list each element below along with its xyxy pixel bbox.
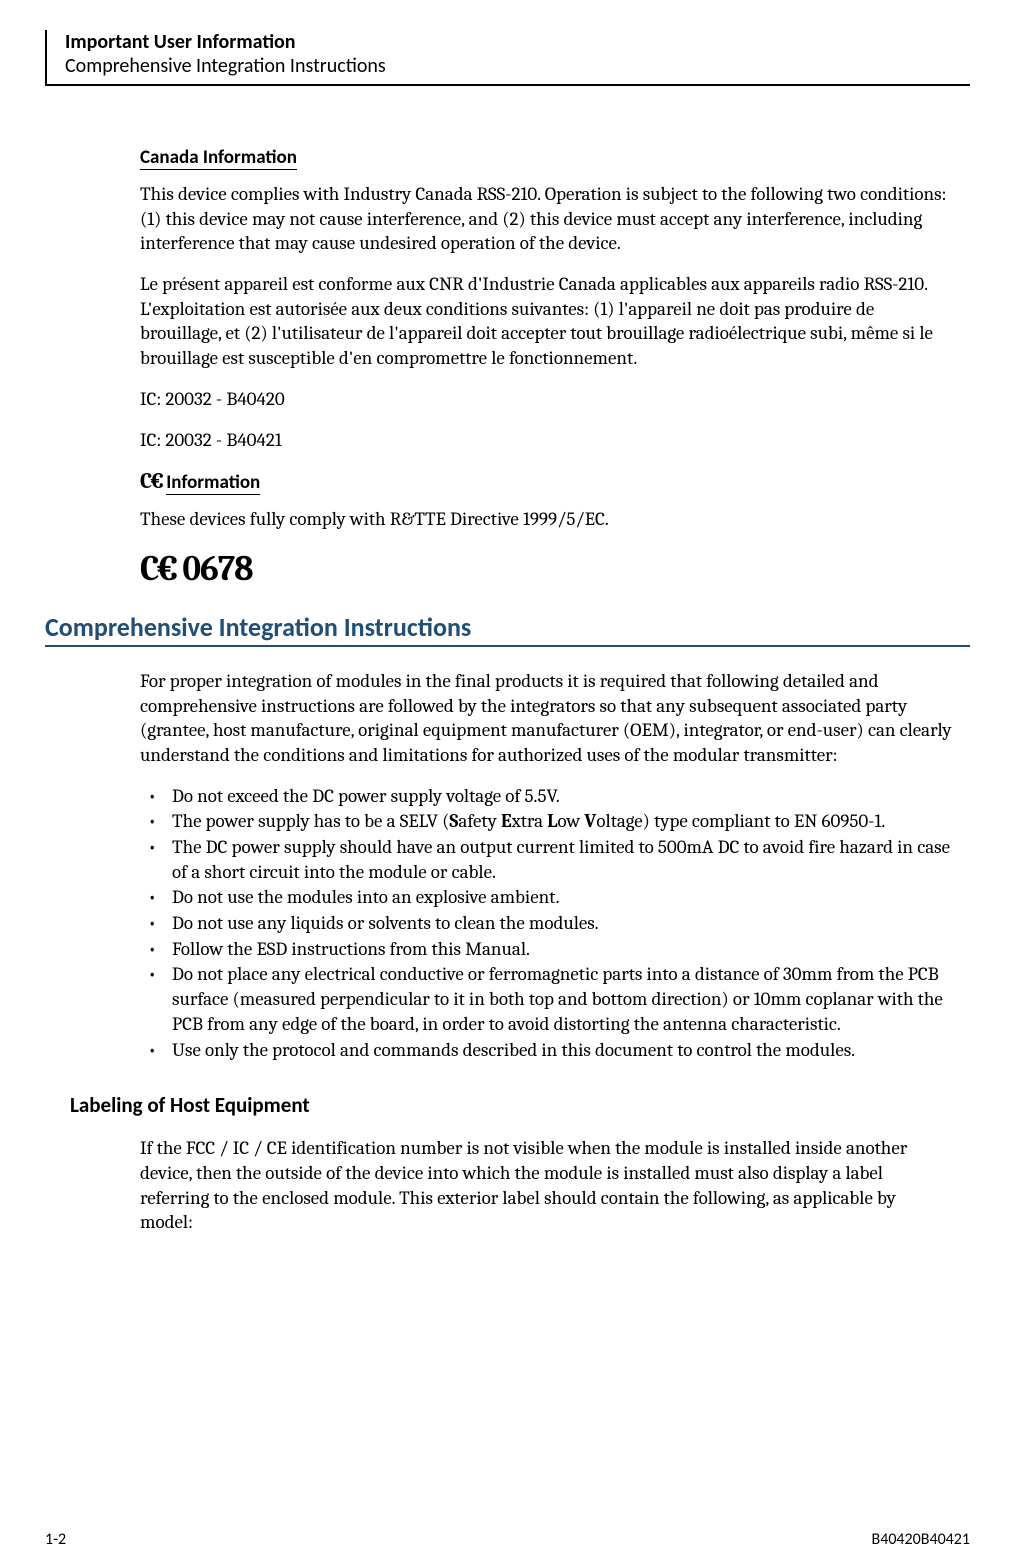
ic-code-2: IC: 20032 - B40421 bbox=[140, 428, 952, 453]
integration-bullets: Do not exceed the DC power supply voltag… bbox=[140, 784, 952, 1063]
ic-code-1: IC: 20032 - B40420 bbox=[140, 387, 952, 412]
bullet-item: The power supply has to be a SELV (Safet… bbox=[172, 809, 952, 834]
integration-section-title: Comprehensive Integration Instructions bbox=[45, 611, 970, 647]
ce-mark-large-icon: C€ bbox=[140, 548, 176, 589]
bullet-item: Do not use the modules into an explosive… bbox=[172, 885, 952, 910]
page-footer: 1-2 B40420B40421 bbox=[45, 1530, 970, 1549]
page-header: Important User Information Comprehensive… bbox=[45, 30, 970, 86]
ce-info-label: Information bbox=[166, 471, 260, 495]
integration-intro: For proper integration of modules in the… bbox=[140, 669, 952, 768]
header-title: Important User Information bbox=[65, 30, 970, 54]
canada-heading: Canada Information bbox=[140, 146, 297, 170]
labeling-heading: Labeling of Host Equipment bbox=[70, 1092, 952, 1118]
bullet-item: Do not use any liquids or solvents to cl… bbox=[172, 911, 952, 936]
main-content: Canada Information This device complies … bbox=[45, 146, 970, 1235]
bullet-item: The DC power supply should have an outpu… bbox=[172, 835, 952, 884]
bullet-item: Do not place any electrical conductive o… bbox=[172, 962, 952, 1036]
ce-number-value: 0678 bbox=[182, 548, 252, 589]
canada-para-en: This device complies with Industry Canad… bbox=[140, 182, 952, 256]
bullet-item: Do not exceed the DC power supply voltag… bbox=[172, 784, 952, 809]
labeling-para: If the FCC / IC / CE identification numb… bbox=[140, 1136, 952, 1235]
ce-mark-icon: C€ bbox=[140, 468, 162, 494]
bullet-item: Follow the ESD instructions from this Ma… bbox=[172, 937, 952, 962]
ce-number-mark: C€ 0678 bbox=[140, 548, 253, 589]
header-subtitle: Comprehensive Integration Instructions bbox=[65, 54, 970, 78]
canada-para-fr: Le présent appareil est conforme aux CNR… bbox=[140, 272, 952, 371]
ce-heading: C€ Information bbox=[140, 468, 952, 495]
doc-code: B40420B40421 bbox=[872, 1530, 971, 1549]
bullet-item: Use only the protocol and commands descr… bbox=[172, 1038, 952, 1063]
page-number: 1-2 bbox=[45, 1530, 66, 1549]
ce-compliance-text: These devices fully comply with R&TTE Di… bbox=[140, 507, 952, 532]
